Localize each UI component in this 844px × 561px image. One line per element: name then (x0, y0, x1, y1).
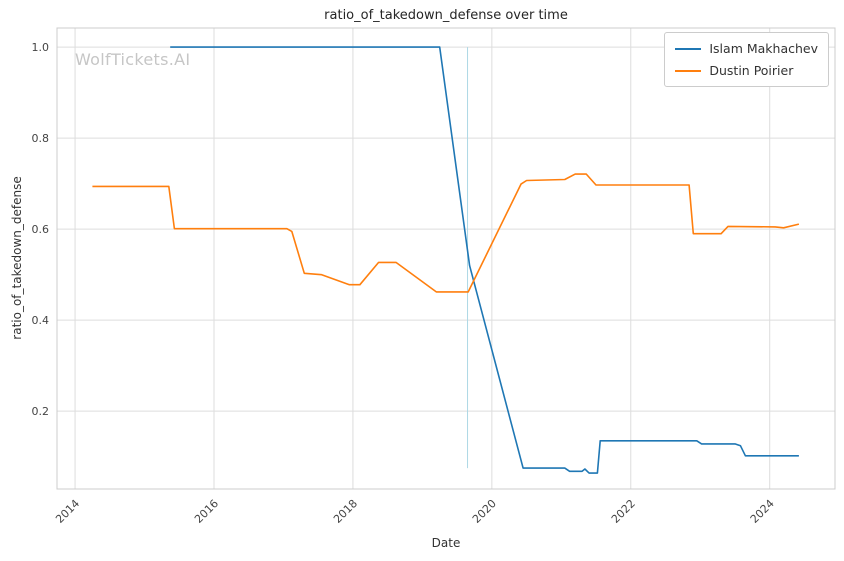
legend-item: Dustin Poirier (675, 63, 818, 78)
svg-text:2014: 2014 (53, 497, 82, 526)
chart-title: ratio_of_takedown_defense over time (324, 8, 568, 23)
svg-text:1.0: 1.0 (32, 41, 50, 54)
svg-text:0.4: 0.4 (32, 314, 50, 327)
legend-label: Dustin Poirier (709, 63, 794, 78)
legend-label: Islam Makhachev (709, 41, 818, 56)
legend-line-swatch-islam-makhachev (675, 47, 702, 50)
svg-text:2024: 2024 (748, 497, 777, 526)
legend-line-swatch-dustin-poirier (675, 69, 702, 72)
svg-text:2020: 2020 (470, 497, 499, 526)
legend: Islam Makhachev Dustin Poirier (664, 32, 829, 87)
y-axis-label: ratio_of_takedown_defense (10, 176, 24, 340)
svg-text:0.6: 0.6 (32, 223, 50, 236)
watermark: WolfTickets.AI (75, 50, 191, 69)
legend-item: Islam Makhachev (675, 41, 818, 56)
svg-text:0.8: 0.8 (32, 132, 50, 145)
svg-text:2016: 2016 (192, 497, 221, 526)
svg-text:2018: 2018 (331, 497, 360, 526)
svg-text:2022: 2022 (609, 497, 638, 526)
svg-text:0.2: 0.2 (32, 405, 50, 418)
x-axis-label: Date (431, 536, 461, 550)
